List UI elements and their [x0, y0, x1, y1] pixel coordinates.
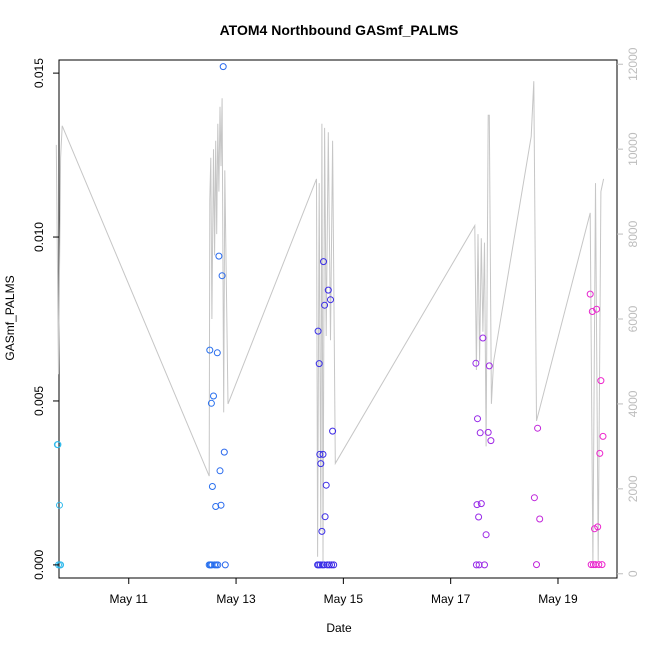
y-axis-right: 0 2000 4000 6000 8000 10000 12000 — [617, 47, 640, 577]
x-axis-label: Date — [326, 621, 352, 635]
data-point — [536, 515, 544, 523]
y2-tick-label: 4000 — [626, 390, 640, 417]
y-tick-label: 0.000 — [32, 550, 46, 580]
x-tick-label: May 13 — [216, 592, 256, 606]
data-point — [482, 531, 490, 539]
data-point — [479, 334, 487, 342]
y2-tick-label: 12000 — [626, 47, 640, 81]
data-point — [487, 437, 495, 445]
data-point — [481, 561, 488, 569]
data-point — [534, 424, 542, 432]
data-point — [320, 561, 328, 569]
data-point — [330, 561, 338, 569]
x-tick-label: May 15 — [324, 592, 364, 606]
data-point — [217, 501, 225, 509]
data-point — [599, 432, 607, 440]
data-point — [472, 561, 480, 569]
data-point — [321, 301, 329, 309]
secondary-line-layer — [55, 81, 605, 566]
data-point — [315, 360, 323, 368]
data-point — [530, 494, 538, 502]
data-point — [317, 460, 325, 468]
data-point — [476, 429, 484, 437]
data-point — [594, 523, 602, 531]
data-point — [56, 501, 63, 509]
data-point — [533, 561, 540, 569]
data-point — [208, 483, 216, 490]
data-point — [210, 392, 217, 400]
y2-tick-label: 8000 — [626, 220, 640, 247]
data-point — [316, 561, 324, 569]
data-point — [327, 296, 334, 304]
data-point — [214, 561, 222, 569]
data-point — [219, 63, 227, 71]
x-axis: May 11 May 13 May 15 May 17 May 19 — [110, 578, 578, 606]
data-point — [207, 399, 215, 407]
data-point — [318, 527, 326, 535]
x-tick-label: May 19 — [538, 592, 578, 606]
data-point — [220, 448, 228, 456]
data-point — [586, 290, 594, 298]
data-point — [472, 359, 480, 367]
data-point — [324, 286, 332, 294]
y2-tick-label: 6000 — [626, 305, 640, 332]
data-point — [325, 561, 333, 569]
data-point — [314, 327, 322, 335]
data-point — [321, 513, 329, 521]
y-axis-label: GASmf_PALMS — [3, 275, 17, 360]
data-point — [587, 561, 595, 569]
data-point — [596, 449, 604, 457]
data-point — [475, 561, 483, 569]
y-tick-label: 0.010 — [32, 222, 46, 252]
data-point — [473, 501, 481, 509]
points-layer — [53, 63, 607, 569]
y2-tick-label: 0 — [626, 570, 640, 577]
y-tick-label: 0.005 — [32, 386, 46, 416]
y-axis-left: 0.000 0.005 0.010 0.015 — [32, 58, 59, 580]
data-point — [484, 428, 492, 436]
y2-tick-label: 2000 — [626, 475, 640, 502]
secondary-series-line — [55, 81, 605, 566]
data-point — [216, 467, 224, 475]
data-point — [475, 513, 483, 521]
data-point — [477, 500, 485, 508]
data-point — [221, 561, 229, 569]
data-point — [598, 561, 606, 569]
y-tick-label: 0.015 — [32, 58, 46, 88]
chart-title: ATOM4 Northbound GASmf_PALMS — [220, 22, 459, 38]
data-point — [218, 272, 226, 280]
data-point — [329, 427, 337, 435]
data-point — [319, 450, 327, 458]
data-point — [474, 415, 481, 423]
data-point — [485, 362, 493, 370]
data-point — [589, 561, 597, 569]
data-point — [593, 305, 601, 313]
data-point — [215, 252, 223, 260]
data-point — [316, 450, 324, 458]
data-point — [328, 561, 336, 569]
y2-tick-label: 10000 — [626, 132, 640, 166]
x-tick-label: May 17 — [431, 592, 471, 606]
data-point — [54, 441, 62, 449]
data-point — [322, 481, 330, 489]
x-tick-label: May 11 — [110, 592, 149, 606]
data-point — [206, 346, 214, 354]
data-point — [597, 377, 605, 385]
data-point — [320, 258, 327, 266]
data-point — [213, 349, 221, 357]
data-point — [595, 561, 603, 569]
